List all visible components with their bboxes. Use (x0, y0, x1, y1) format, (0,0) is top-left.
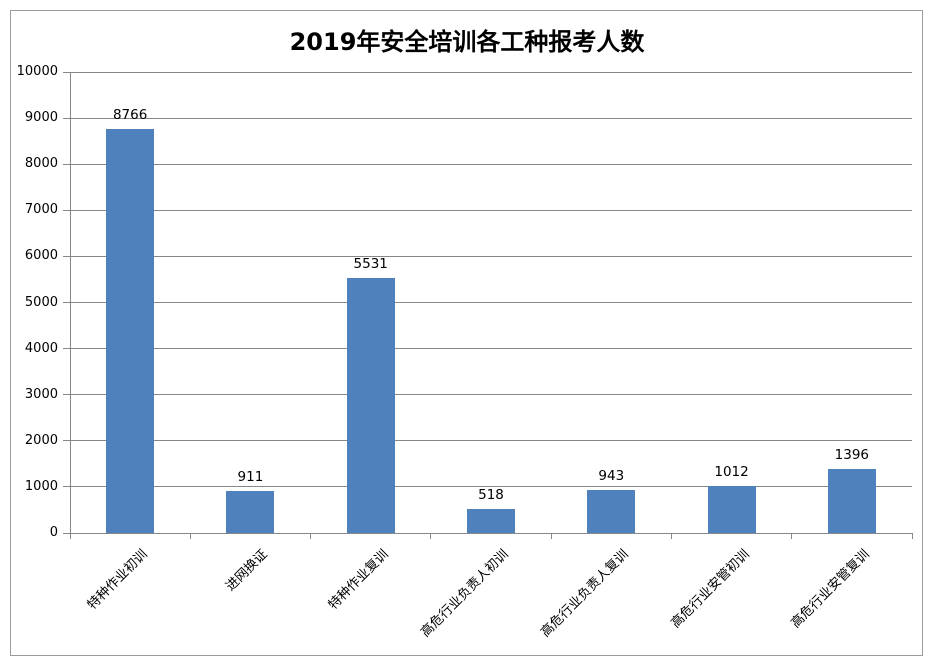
chart-border-frame (10, 10, 923, 656)
bar (106, 129, 155, 533)
y-tick-label: 1000 (24, 478, 58, 494)
y-gridline (70, 348, 912, 350)
y-axis-line (70, 72, 71, 533)
x-axis-tick (310, 533, 312, 539)
x-axis-tick (670, 533, 672, 539)
x-axis-tick (189, 533, 191, 539)
y-gridline (70, 255, 912, 257)
x-axis-line (70, 532, 912, 534)
y-tick-label: 7000 (24, 202, 58, 218)
bar-value-label: 5531 (353, 256, 388, 272)
bar-value-label: 911 (237, 469, 264, 485)
y-axis-tick (63, 302, 70, 303)
y-axis-tick (63, 486, 70, 488)
bar-value-label: 518 (478, 487, 504, 503)
y-tick-label: 6000 (24, 248, 58, 264)
bar (346, 278, 395, 533)
y-tick-label: 9000 (24, 110, 58, 126)
y-axis-tick (63, 163, 70, 165)
y-tick-label: 2000 (24, 432, 58, 448)
y-tick-label: 10000 (16, 64, 58, 79)
bar (226, 491, 275, 533)
y-tick-label: 5000 (24, 294, 58, 310)
bar-value-label: 943 (598, 468, 625, 484)
y-tick-label: 8000 (24, 156, 58, 172)
y-axis-tick (63, 394, 70, 396)
y-tick-label: 4000 (24, 340, 58, 356)
y-gridline (70, 117, 912, 119)
x-axis-tick (69, 533, 71, 539)
x-axis-tick (550, 533, 552, 539)
y-gridline (70, 394, 912, 396)
x-axis-tick (430, 533, 432, 539)
bar-value-label: 1012 (714, 464, 749, 480)
bar-value-label: 8766 (112, 107, 148, 123)
chart-title: 2019年安全培训各工种报考人数 (289, 28, 645, 56)
y-axis-tick (63, 532, 70, 534)
y-gridline (70, 440, 912, 442)
y-gridline (70, 209, 912, 211)
y-axis-tick (63, 440, 70, 442)
y-axis-tick (63, 117, 70, 119)
y-axis-tick (63, 348, 70, 350)
bar (707, 486, 756, 533)
y-axis-tick (63, 255, 70, 257)
y-axis-tick (63, 71, 70, 73)
x-axis-tick (911, 533, 913, 539)
y-gridline (70, 163, 912, 165)
y-tick-label: 3000 (24, 386, 58, 402)
y-axis-tick (63, 209, 70, 211)
y-gridline (70, 486, 912, 488)
y-gridline (70, 71, 912, 73)
bar-value-label: 1396 (834, 447, 870, 463)
bar (827, 469, 876, 533)
bar (467, 509, 515, 533)
x-axis-tick (791, 533, 793, 539)
bar (587, 490, 636, 533)
y-tick-label: 0 (49, 525, 58, 540)
y-gridline (70, 302, 912, 303)
